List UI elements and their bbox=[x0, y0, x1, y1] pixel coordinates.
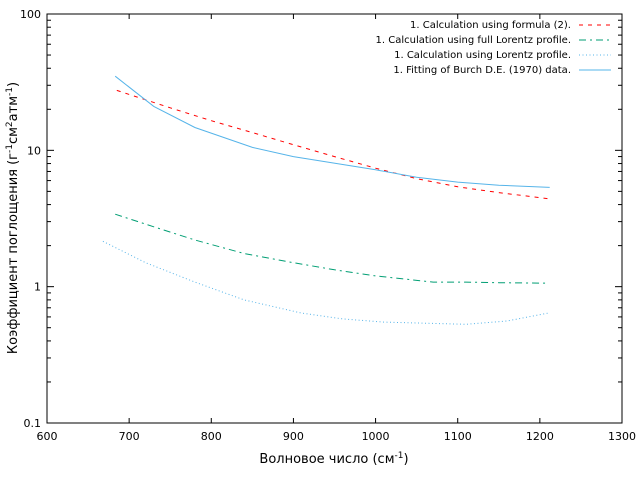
legend-label-1: 1. Calculation using formula (2). bbox=[410, 20, 571, 31]
y-tick-label: 0.1 bbox=[24, 417, 42, 430]
series-line-4 bbox=[114, 75, 550, 188]
y-tick-label: 100 bbox=[20, 8, 41, 21]
x-tick-label: 600 bbox=[37, 430, 58, 443]
ticks: 600 700 800 900 1000 1100 1200 1300 0.1 1 10 100 bbox=[20, 8, 636, 443]
y-tick-label: 1 bbox=[34, 281, 41, 294]
y-tick-label: 10 bbox=[27, 144, 41, 157]
series-line-2 bbox=[115, 213, 549, 284]
x-tick-label: 900 bbox=[283, 430, 304, 443]
x-tick-label: 1200 bbox=[526, 430, 554, 443]
x-axis-label: Волновое число (см-1) bbox=[259, 451, 408, 467]
y-axis-label: Коэффициент поглощения (г-1см2атм-1) bbox=[5, 82, 21, 354]
legend-label-3: 1. Calculation using Lorentz profile. bbox=[394, 50, 571, 61]
x-tick-label: 700 bbox=[119, 430, 140, 443]
x-tick-label: 1100 bbox=[444, 430, 472, 443]
series-group bbox=[102, 75, 550, 325]
x-tick-label: 1300 bbox=[608, 430, 636, 443]
legend-label-4: 1. Fitting of Burch D.E. (1970) data. bbox=[393, 65, 571, 76]
x-tick-label: 800 bbox=[201, 430, 222, 443]
plot-area bbox=[46, 13, 623, 424]
x-tick-label: 1000 bbox=[362, 430, 390, 443]
series-line-1 bbox=[116, 89, 550, 200]
legend-label-2: 1. Calculation using full Lorentz profil… bbox=[376, 35, 571, 46]
legend: 1. Calculation using formula (2). 1. Calc… bbox=[376, 20, 611, 76]
